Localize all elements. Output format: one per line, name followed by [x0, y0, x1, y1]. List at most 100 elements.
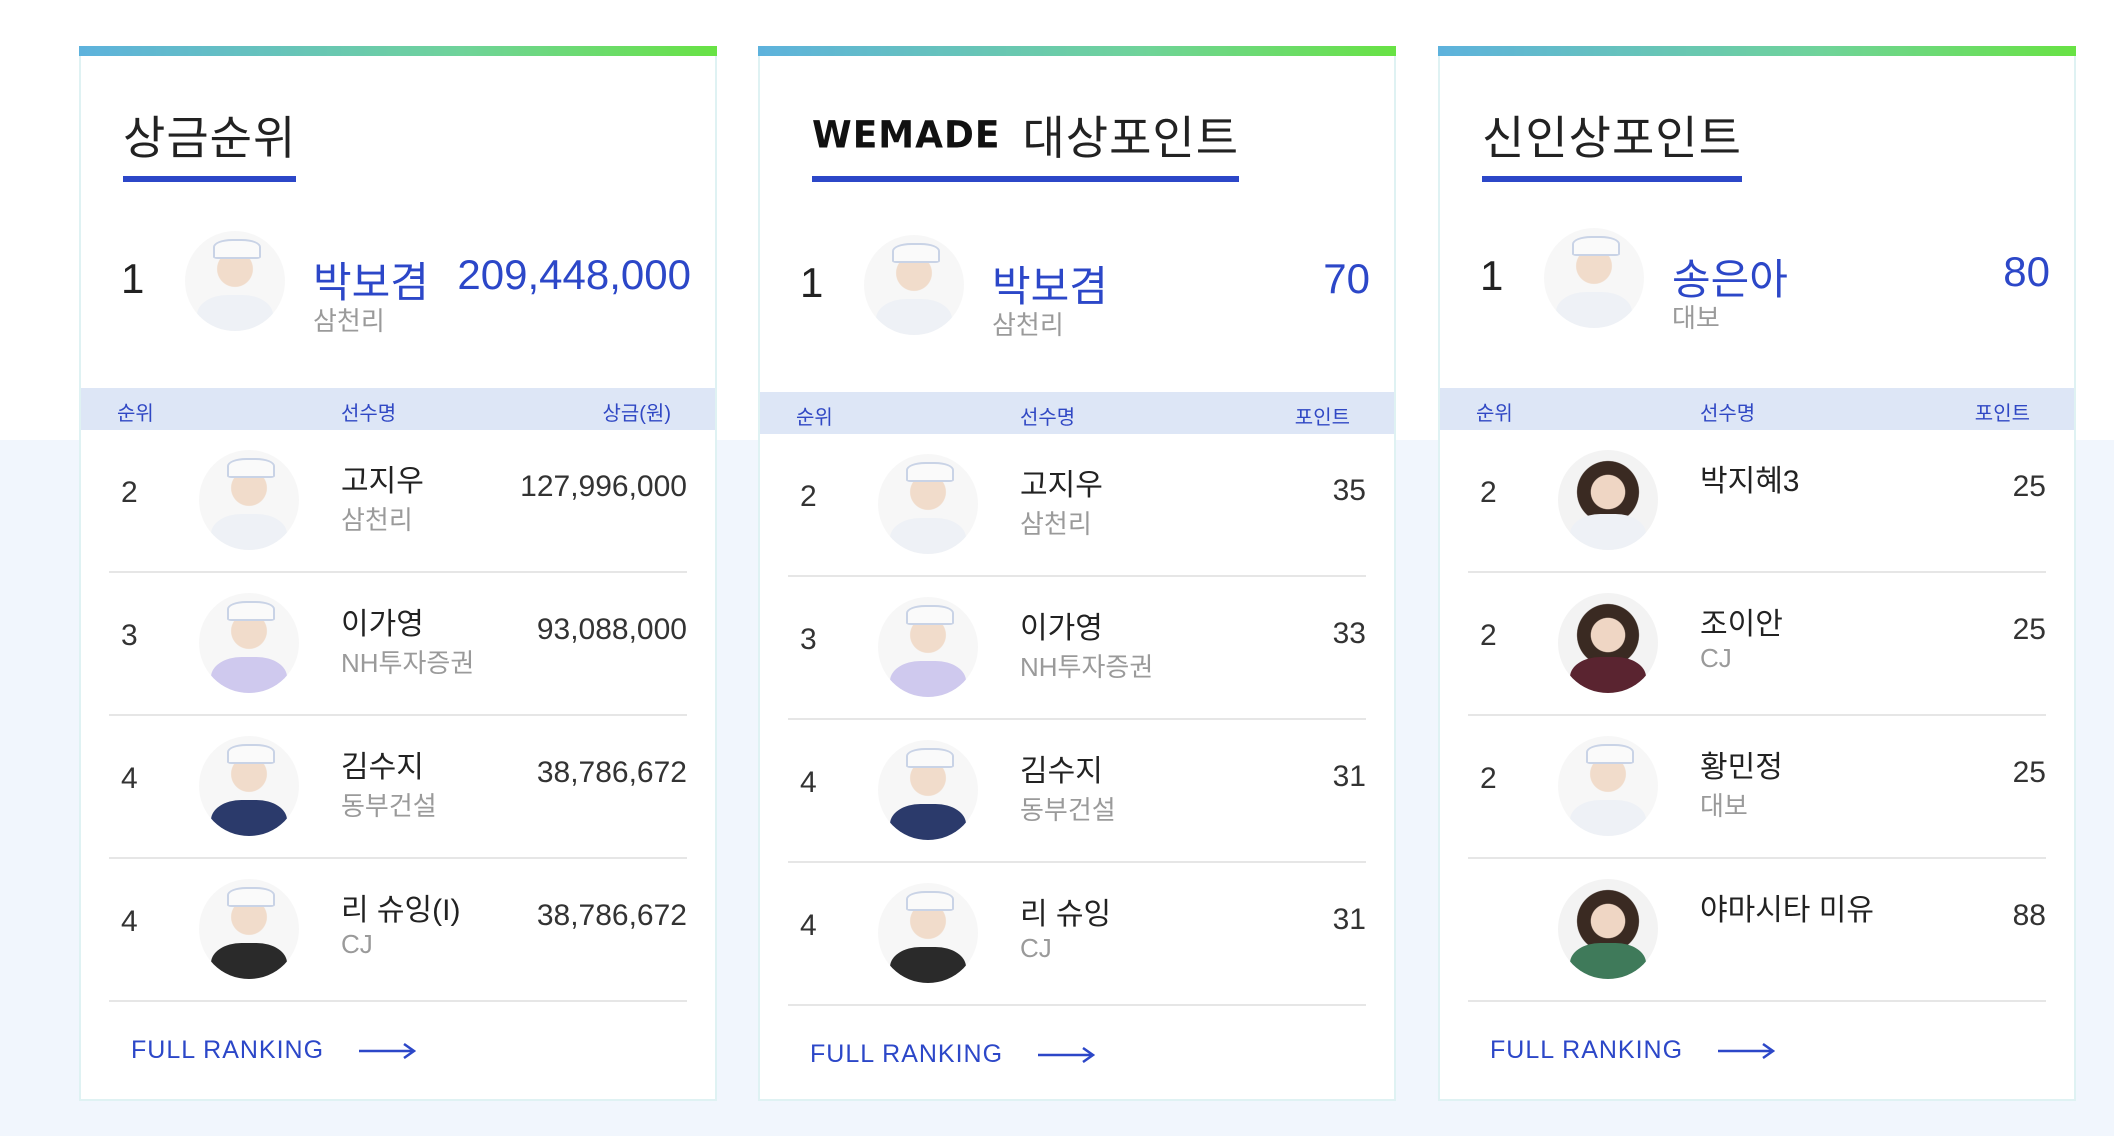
row-name[interactable]: 이가영 — [341, 608, 424, 641]
header-value: 포인트 — [1294, 407, 1350, 429]
row-name[interactable]: 야마시타 미유 — [1700, 894, 1874, 927]
row-team: 동부건설 — [341, 791, 437, 821]
header-value: 포인트 — [1974, 403, 2030, 425]
row-team: CJ — [1020, 933, 1052, 963]
arrow-right-icon — [1718, 1042, 1776, 1059]
row-value: 35 — [1332, 474, 1366, 507]
row-value: 25 — [2012, 470, 2046, 503]
title-underline — [123, 176, 297, 182]
table-header: 순위 선수명 포인트 — [760, 392, 1394, 434]
leader-rank: 1 — [800, 259, 824, 306]
leader-row[interactable]: 1 송은아 대보 80 — [1440, 228, 2074, 333]
row-rank: 4 — [121, 762, 138, 795]
row-name[interactable]: 박지혜3 — [1700, 465, 1800, 498]
row-value: 93,088,000 — [536, 613, 687, 646]
row-rank: 3 — [121, 619, 138, 652]
row-value: 33 — [1332, 617, 1366, 650]
table-row[interactable]: 2 고지우 삼천리 127,996,000 — [109, 430, 687, 573]
card-title: 상금순위 — [123, 102, 297, 182]
header-name: 선수명 — [1020, 407, 1076, 429]
player-avatar — [199, 879, 299, 979]
row-value: 38,786,672 — [536, 899, 687, 932]
table-row[interactable]: 4 김수지 동부건설 38,786,672 — [109, 716, 687, 859]
table-row[interactable]: 2 박지혜3 25 — [1468, 430, 2046, 573]
row-rank: 2 — [121, 476, 138, 509]
player-avatar — [878, 454, 978, 554]
leader-name[interactable]: 송은아 — [1672, 256, 1788, 303]
row-name[interactable]: 리 슈잉(I) — [341, 894, 461, 927]
header-rank: 순위 — [1476, 403, 1513, 425]
row-value: 88 — [2012, 899, 2046, 932]
row-name[interactable]: 조이안 — [1700, 608, 1783, 641]
table-row[interactable]: 야마시타 미유 88 — [1468, 859, 2046, 1002]
row-name[interactable]: 김수지 — [341, 751, 424, 784]
row-value: 25 — [2012, 756, 2046, 789]
row-rank: 2 — [1480, 476, 1497, 509]
player-avatar — [1558, 879, 1658, 979]
row-value: 31 — [1332, 760, 1366, 793]
leader-rank: 1 — [121, 255, 145, 302]
arrow-right-icon — [1038, 1046, 1096, 1063]
wemade-logo: WEMADE — [812, 113, 1001, 157]
row-team: 삼천리 — [341, 505, 413, 535]
player-avatar — [864, 235, 964, 335]
card-title: 신인상포인트 — [1482, 102, 1742, 182]
table-row[interactable]: 4 김수지 동부건설 31 — [788, 720, 1366, 863]
full-ranking-link[interactable]: FULL RANKING — [1490, 1036, 1776, 1065]
table-row[interactable]: 2 조이안 CJ 25 — [1468, 573, 2046, 716]
leader-name[interactable]: 박보겸 — [992, 263, 1108, 310]
leader-name[interactable]: 박보겸 — [313, 259, 429, 306]
title-underline — [812, 176, 1240, 182]
full-ranking-link[interactable]: FULL RANKING — [131, 1036, 417, 1065]
row-rank: 2 — [800, 480, 817, 513]
row-rank: 4 — [800, 766, 817, 799]
row-name[interactable]: 황민정 — [1700, 751, 1783, 784]
wemade-points-ranking-card: WEMADE 대상포인트 1 박보겸 삼천리 70 순위 선수명 포인트 2 고… — [758, 46, 1396, 1101]
row-team: 삼천리 — [1020, 509, 1092, 539]
table-row[interactable]: 3 이가영 NH투자증권 33 — [788, 577, 1366, 720]
leader-value: 80 — [2003, 248, 2050, 295]
table-header: 순위 선수명 포인트 — [1440, 388, 2074, 430]
leader-row[interactable]: 1 박보겸 삼천리 70 — [760, 235, 1394, 340]
card-title-text: 대상포인트 — [1022, 112, 1240, 164]
title-underline — [1482, 176, 1742, 182]
row-name[interactable]: 리 슈잉 — [1020, 898, 1112, 931]
full-ranking-link[interactable]: FULL RANKING — [810, 1040, 1096, 1069]
table-row[interactable]: 3 이가영 NH투자증권 93,088,000 — [109, 573, 687, 716]
card-accent-bar — [758, 46, 1396, 56]
row-name[interactable]: 고지우 — [341, 465, 424, 498]
player-avatar — [878, 740, 978, 840]
table-row[interactable]: 4 리 슈잉(I) CJ 38,786,672 — [109, 859, 687, 1002]
player-avatar — [1558, 736, 1658, 836]
leader-row[interactable]: 1 박보겸 삼천리 209,448,000 — [81, 231, 715, 336]
table-row[interactable]: 2 고지우 삼천리 35 — [788, 434, 1366, 577]
row-name[interactable]: 고지우 — [1020, 469, 1103, 502]
leader-rank: 1 — [1480, 252, 1504, 299]
row-value: 38,786,672 — [536, 756, 687, 789]
row-value: 25 — [2012, 613, 2046, 646]
rookie-points-ranking-card: 신인상포인트 1 송은아 대보 80 순위 선수명 포인트 2 박지혜3 25 … — [1438, 46, 2076, 1101]
card-title-text: 신인상포인트 — [1482, 112, 1742, 164]
card-accent-bar — [79, 46, 717, 56]
row-name[interactable]: 김수지 — [1020, 755, 1103, 788]
leader-team: 대보 — [1672, 303, 1720, 333]
row-name[interactable]: 이가영 — [1020, 612, 1103, 645]
card-title-text: 상금순위 — [123, 112, 297, 164]
row-team: 대보 — [1700, 791, 1748, 821]
player-avatar — [199, 736, 299, 836]
row-rank: 3 — [800, 623, 817, 656]
header-name: 선수명 — [1700, 403, 1756, 425]
leader-team: 삼천리 — [992, 310, 1064, 340]
table-row[interactable]: 2 황민정 대보 25 — [1468, 716, 2046, 859]
prize-money-ranking-card: 상금순위 1 박보겸 삼천리 209,448,000 순위 선수명 상금(원) … — [79, 46, 717, 1101]
row-team: 동부건설 — [1020, 795, 1116, 825]
arrow-right-icon — [359, 1042, 417, 1059]
table-row[interactable]: 4 리 슈잉 CJ 31 — [788, 863, 1366, 1006]
player-avatar — [1558, 593, 1658, 693]
row-team: NH투자증권 — [341, 648, 475, 678]
player-avatar — [1558, 450, 1658, 550]
header-name: 선수명 — [341, 403, 397, 425]
row-team: CJ — [341, 929, 373, 959]
full-ranking-label: FULL RANKING — [810, 1040, 1004, 1068]
player-avatar — [185, 231, 285, 331]
